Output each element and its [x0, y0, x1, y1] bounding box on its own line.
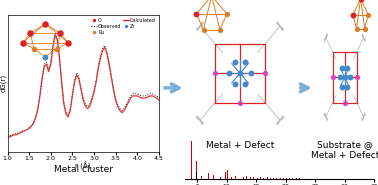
Bar — [235, 176, 236, 179]
Point — [248, 72, 254, 75]
Observed — [48, 61, 53, 63]
Bar — [227, 170, 228, 179]
Bar — [292, 178, 293, 179]
Point — [232, 83, 238, 85]
Point — [330, 76, 336, 79]
Line: Observed: Observed — [8, 33, 159, 136]
Bar — [263, 178, 264, 179]
Point — [344, 66, 350, 69]
X-axis label: r (Å): r (Å) — [75, 162, 91, 170]
Bar — [196, 161, 197, 179]
Point — [242, 61, 248, 64]
Point — [342, 101, 348, 104]
Point — [365, 13, 371, 16]
Calculated — [122, 110, 127, 112]
Bar — [273, 178, 274, 179]
Text: Metal + Defect: Metal + Defect — [206, 141, 274, 150]
Point — [200, 28, 206, 31]
Point — [362, 27, 368, 30]
Bar — [296, 178, 297, 179]
Observed — [150, 93, 155, 95]
Bar — [267, 177, 268, 179]
Point — [193, 13, 200, 16]
Calculated — [9, 135, 14, 137]
Point — [344, 85, 350, 88]
Calculated — [48, 63, 53, 65]
Point — [232, 61, 238, 64]
Calculated — [81, 99, 85, 101]
Observed — [156, 97, 161, 99]
Observed — [5, 135, 10, 137]
Point — [347, 76, 353, 79]
Point — [237, 101, 243, 104]
Point — [242, 83, 248, 85]
Point — [354, 76, 360, 79]
Bar — [253, 177, 254, 179]
Bar — [283, 178, 284, 179]
Text: Substrate @
Metal + Defect: Substrate @ Metal + Defect — [311, 141, 378, 160]
Point — [350, 13, 356, 16]
Calculated — [5, 136, 10, 138]
Bar — [246, 176, 247, 179]
Y-axis label: dG(r): dG(r) — [0, 74, 6, 92]
Point — [212, 72, 218, 75]
Point — [237, 72, 243, 75]
Text: Metal cluster: Metal cluster — [54, 165, 113, 174]
Bar — [191, 141, 192, 179]
Point — [226, 72, 232, 75]
Bar — [289, 178, 290, 179]
Bar — [257, 178, 258, 179]
Point — [342, 76, 348, 79]
Bar — [276, 178, 277, 179]
Point — [262, 72, 268, 75]
Calculated — [156, 99, 161, 101]
Bar — [299, 178, 300, 179]
Point — [224, 13, 230, 16]
Point — [339, 66, 345, 69]
Line: Calculated: Calculated — [8, 35, 159, 137]
Bar — [270, 178, 271, 179]
Observed — [81, 97, 85, 99]
Bar — [260, 177, 261, 179]
Calculated — [150, 95, 155, 97]
Point — [336, 76, 342, 79]
Point — [217, 28, 223, 31]
Bar — [208, 173, 209, 179]
Bar — [213, 175, 214, 179]
Observed — [9, 134, 14, 136]
Legend: O, Observed, Ru, Calculated, Zr: O, Observed, Ru, Calculated, Zr — [91, 17, 156, 35]
Point — [353, 27, 359, 30]
Bar — [231, 177, 232, 179]
Observed — [98, 55, 103, 57]
Point — [339, 85, 345, 88]
Bar — [280, 178, 281, 179]
Bar — [201, 176, 202, 179]
Bar — [250, 177, 251, 179]
Observed — [122, 107, 127, 110]
Observed — [53, 32, 57, 34]
Calculated — [53, 34, 57, 36]
Bar — [225, 172, 226, 179]
Calculated — [98, 57, 103, 59]
